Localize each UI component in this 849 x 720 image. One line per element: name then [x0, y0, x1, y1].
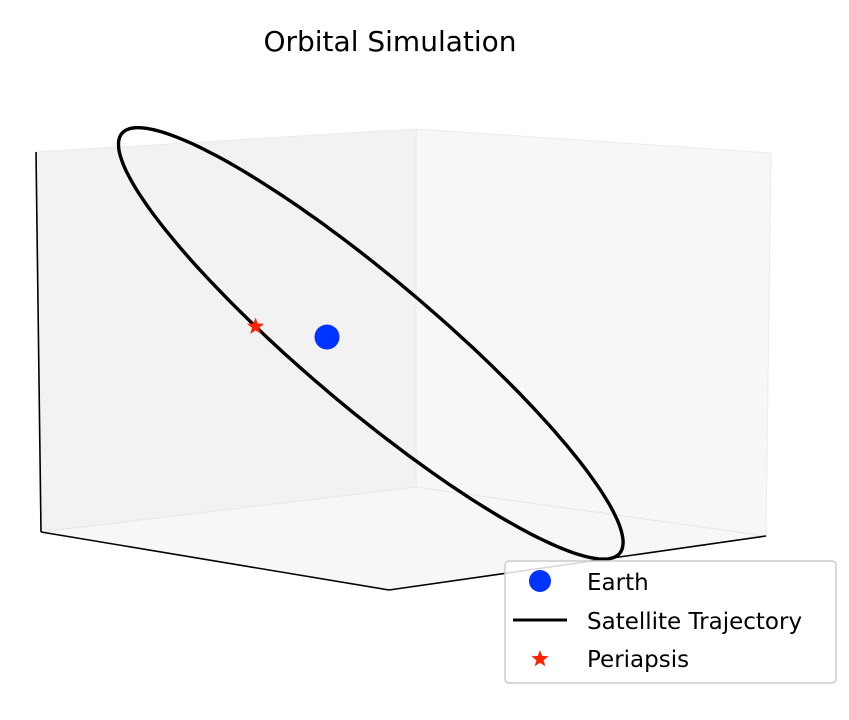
back-right-pane — [415, 128, 772, 537]
x-axis-line — [40, 531, 390, 591]
back-left-pane — [35, 128, 417, 533]
satellite-trajectory-line — [116, 125, 625, 561]
chart-title: Orbital Simulation — [263, 25, 516, 58]
axes-panes — [35, 128, 772, 591]
legend-earth-marker — [529, 570, 551, 592]
earth-marker — [314, 324, 340, 350]
legend-trajectory-label: Satellite Trajectory — [587, 609, 802, 635]
legend-periapsis-marker — [531, 650, 549, 667]
legend-earth-label: Earth — [587, 570, 649, 596]
legend-periapsis-label: Periapsis — [587, 647, 689, 673]
periapsis-marker — [247, 317, 265, 334]
data-layer — [116, 125, 625, 561]
z-axis-line — [35, 151, 42, 533]
legend-frame — [504, 560, 837, 684]
legend: Earth Satellite Trajectory Periapsis — [504, 560, 837, 684]
